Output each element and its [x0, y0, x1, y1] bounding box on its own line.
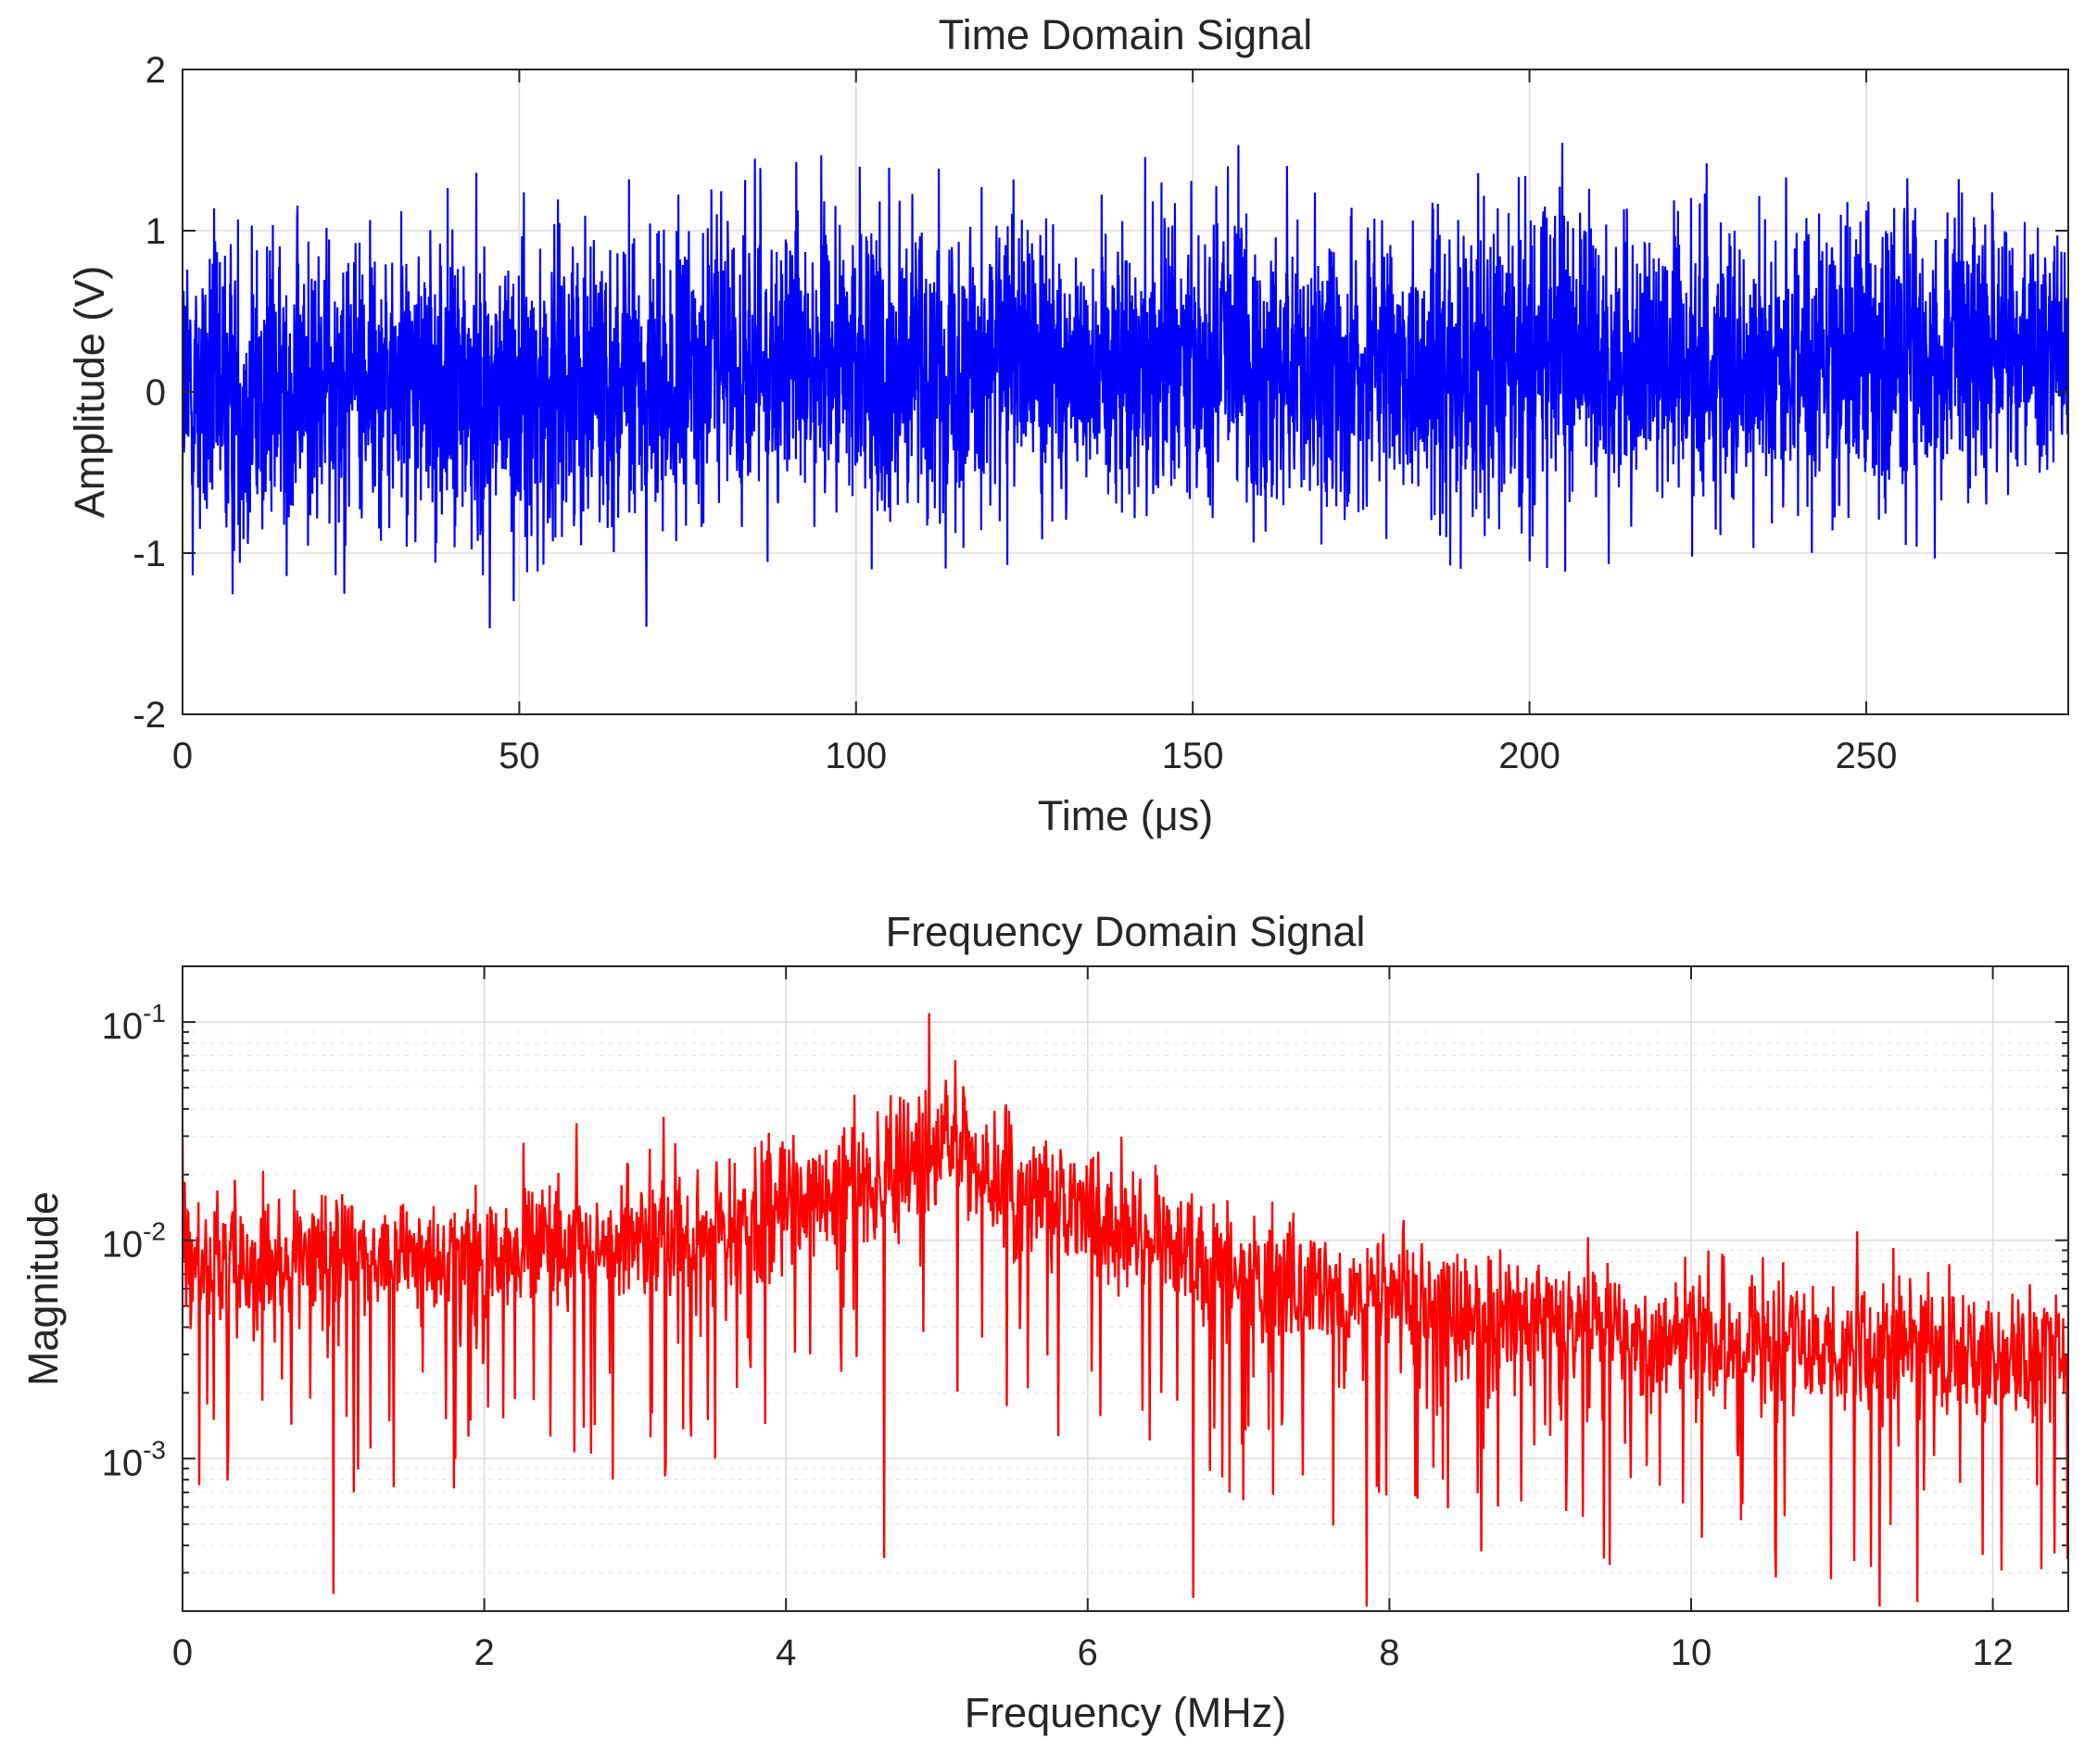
- freq-x-axis-label: Frequency (MHz): [965, 1689, 1287, 1736]
- time-chart-title: Time Domain Signal: [939, 11, 1312, 58]
- frequency-magnitude-series-line: [183, 1013, 2068, 1607]
- freq-axes-frame: [182, 965, 2069, 1612]
- time-y-tick-label: 0: [145, 372, 166, 413]
- freq-y-tick-label: 10-2: [102, 1217, 166, 1266]
- time-x-tick-label: 0: [172, 736, 193, 776]
- freq-x-tick-label: 2: [474, 1632, 494, 1673]
- freq-x-tick-label: 6: [1078, 1632, 1098, 1673]
- time-x-axis-label: Time (μs): [1038, 792, 1213, 839]
- time-y-tick-label: 2: [145, 50, 166, 91]
- time-x-tick-label: 250: [1836, 736, 1898, 776]
- freq-x-tick-label: 10: [1671, 1632, 1712, 1673]
- freq-y-tick-label: 10-3: [102, 1435, 166, 1483]
- freq-x-tick-label: 0: [172, 1632, 193, 1673]
- frequency-domain-axes: 0 2 4 6 8 10 12 10-1 10-2 10-3 Frequency Domain Si…: [19, 908, 2069, 1736]
- time-y-tick-label: 1: [145, 211, 166, 252]
- time-x-tick-label: 200: [1498, 736, 1560, 776]
- time-y-axis-label: Amplitude (V): [66, 266, 113, 519]
- freq-minor-grid: [183, 1030, 2068, 1574]
- time-domain-axes: 0 50 100 150 200 250 2 1 0 -1 -2 Time Domain Signal…: [66, 11, 2069, 839]
- time-y-tick-label: -2: [133, 695, 166, 736]
- time-signal-series-line: [183, 143, 2068, 629]
- time-y-tick-label: -1: [133, 534, 166, 574]
- freq-y-axis-label: Magnitude: [19, 1191, 67, 1386]
- freq-x-tick-label: 12: [1972, 1632, 2014, 1673]
- freq-x-tick-label: 4: [776, 1632, 796, 1673]
- freq-chart-title: Frequency Domain Signal: [886, 908, 1366, 955]
- time-x-tick-label: 50: [499, 736, 540, 776]
- time-x-tick-label: 150: [1162, 736, 1224, 776]
- freq-x-tick-label: 8: [1379, 1632, 1399, 1673]
- freq-y-tick-label: 10-1: [102, 999, 166, 1047]
- time-x-tick-label: 100: [825, 736, 887, 776]
